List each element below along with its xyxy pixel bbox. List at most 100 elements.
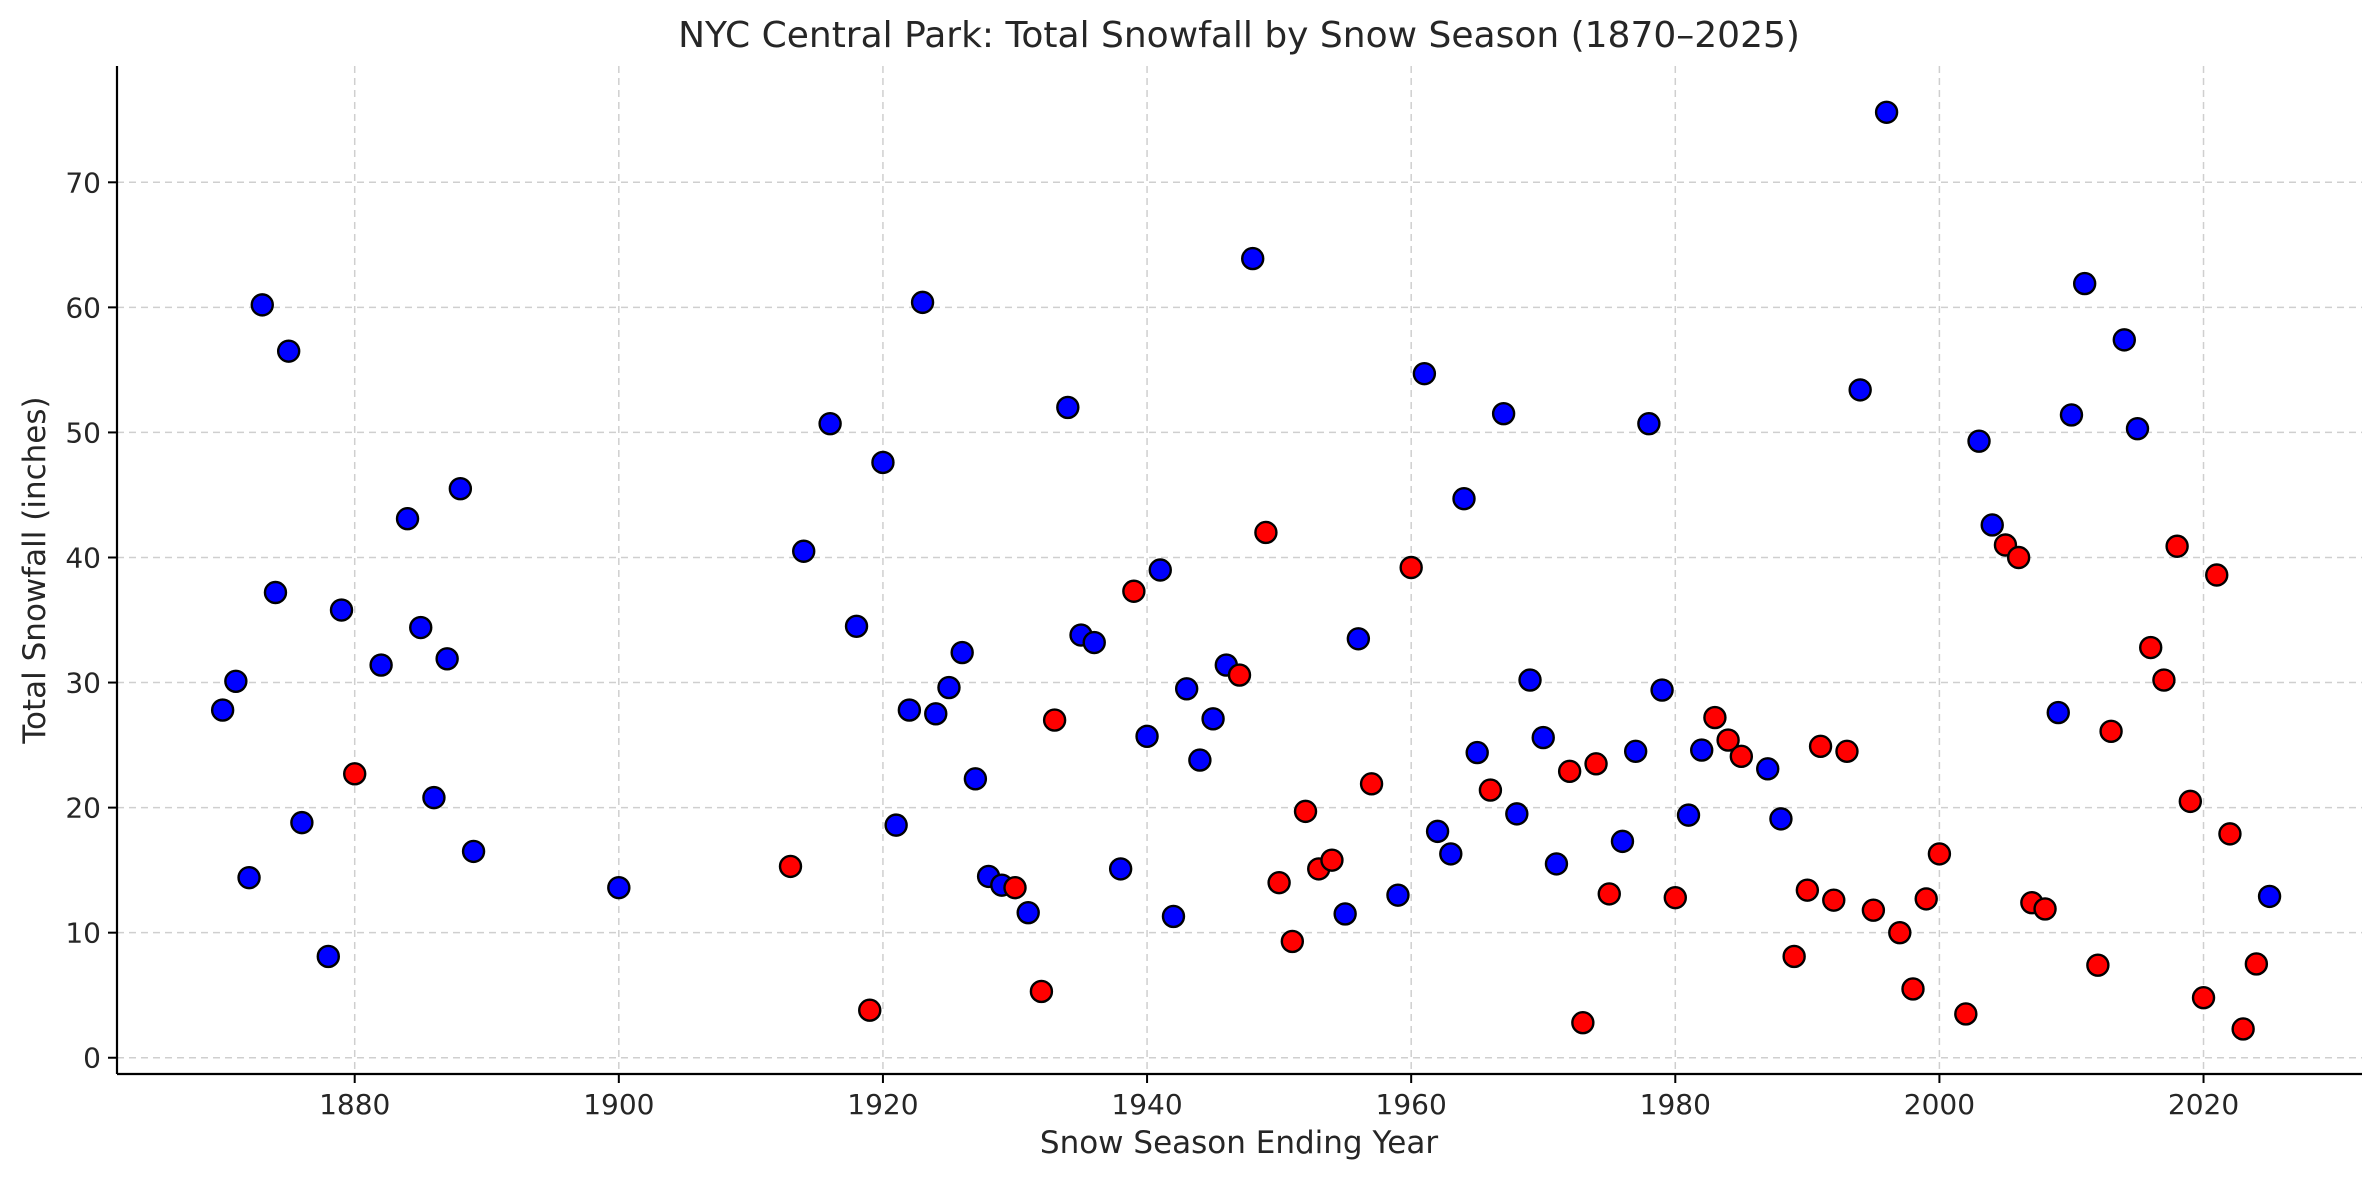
red-data-point — [2152, 668, 2176, 692]
blue-data-point — [1491, 401, 1516, 426]
blue-data-point — [818, 411, 842, 436]
red-data-point — [858, 998, 882, 1022]
blue-data-point — [1874, 100, 1899, 124]
red-data-point — [2191, 986, 2216, 1010]
red-data-point — [1927, 842, 1952, 866]
blue-data-point — [950, 640, 974, 665]
blue-data-point — [1769, 807, 1793, 831]
blue-data-point — [316, 944, 340, 969]
red-data-point — [343, 762, 367, 786]
blue-data-point — [1425, 819, 1450, 844]
grid — [117, 66, 2362, 1074]
red-data-point — [2244, 952, 2269, 976]
blue-data-point — [1505, 802, 1529, 826]
red-data-point — [1478, 778, 1503, 802]
blue-data-point — [1439, 842, 1463, 866]
blue-data-point — [963, 767, 988, 791]
blue-data-point — [1174, 677, 1199, 701]
blue-data-point — [1135, 724, 1159, 749]
red-data-point — [2086, 953, 2110, 977]
red-data-point — [1729, 744, 1754, 769]
red-data-point — [1822, 888, 1846, 912]
blue-data-point — [237, 865, 261, 890]
y-tick-label: 20 — [65, 792, 101, 825]
red-data-point — [1795, 878, 1820, 902]
blue-data-point — [897, 698, 922, 722]
red-data-point — [1320, 848, 1344, 872]
blue-data-point — [1465, 740, 1489, 765]
x-tick-label: 1940 — [1111, 1088, 1182, 1121]
x-tick-label: 1980 — [1640, 1088, 1711, 1121]
blue-data-point — [1161, 904, 1186, 929]
red-data-point — [1280, 929, 1305, 954]
chart-title: NYC Central Park: Total Snowfall by Snow… — [678, 15, 1800, 56]
red-data-point — [1254, 520, 1278, 545]
blue-data-point — [1967, 429, 1991, 453]
y-tick-label: 40 — [65, 541, 101, 574]
blue-data-point — [250, 293, 274, 317]
red-data-point — [2165, 534, 2189, 558]
red-data-point — [1267, 870, 1291, 895]
blue-data-point — [290, 810, 314, 835]
blue-data-point — [1544, 852, 1569, 876]
blue-data-point — [329, 598, 354, 622]
red-data-point — [1808, 734, 1833, 759]
red-data-point — [1359, 772, 1384, 796]
blue-data-point — [1241, 246, 1265, 271]
blue-data-point — [2257, 884, 2282, 909]
blue-data-point — [1386, 883, 1410, 907]
blue-data-point — [1333, 902, 1357, 926]
red-data-point — [2033, 897, 2057, 921]
blue-data-point — [2072, 271, 2097, 296]
red-data-point — [1227, 663, 1252, 687]
blue-data-point — [210, 698, 235, 722]
red-data-point — [2139, 635, 2163, 660]
red-data-point — [1584, 752, 1608, 776]
x-tick-label: 2020 — [2168, 1088, 2239, 1121]
red-data-point — [1399, 555, 1423, 580]
blue-data-point — [1531, 725, 1555, 750]
blue-data-point — [844, 614, 869, 638]
red-data-point — [1835, 739, 1859, 764]
blue-data-point — [435, 647, 459, 671]
axes — [115, 66, 2362, 1076]
red-data-point — [1901, 977, 1925, 1001]
blue-data-point — [276, 339, 301, 363]
y-tick-label: 50 — [65, 416, 101, 449]
x-axis-label: Snow Season Ending Year — [1040, 1125, 1438, 1161]
data-points — [210, 100, 2282, 1041]
red-data-point — [1663, 885, 1687, 910]
x-tick-label: 1960 — [1376, 1088, 1447, 1121]
x-tick-label: 2000 — [1904, 1088, 1975, 1121]
blue-data-point — [1690, 738, 1714, 762]
blue-data-point — [1452, 487, 1476, 511]
red-data-point — [1597, 882, 1621, 906]
red-data-point — [1122, 579, 1146, 603]
blue-data-point — [607, 875, 631, 900]
red-data-point — [2231, 1017, 2255, 1041]
y-tick-label: 0 — [83, 1042, 101, 1075]
y-axis-label: Total Snowfall (inches) — [17, 396, 53, 744]
blue-data-point — [409, 615, 433, 640]
red-data-point — [1954, 1002, 1978, 1026]
red-data-point — [1571, 1011, 1595, 1035]
red-data-point — [2178, 789, 2203, 814]
blue-data-point — [871, 450, 895, 475]
blue-data-point — [1412, 361, 1437, 386]
blue-data-point — [792, 539, 816, 563]
red-data-point — [1888, 920, 1912, 945]
blue-data-point — [1980, 513, 2004, 537]
blue-data-point — [2125, 416, 2150, 441]
red-data-point — [1042, 708, 1067, 732]
blue-data-point — [395, 507, 420, 531]
y-tick-label: 10 — [65, 917, 101, 950]
blue-data-point — [1676, 803, 1701, 827]
series-blue — [210, 100, 2282, 969]
red-data-point — [778, 854, 803, 879]
x-tick-label: 1920 — [847, 1088, 918, 1121]
x-tick-label: 1900 — [583, 1088, 654, 1121]
red-data-point — [2205, 563, 2229, 587]
blue-data-point — [224, 669, 248, 694]
